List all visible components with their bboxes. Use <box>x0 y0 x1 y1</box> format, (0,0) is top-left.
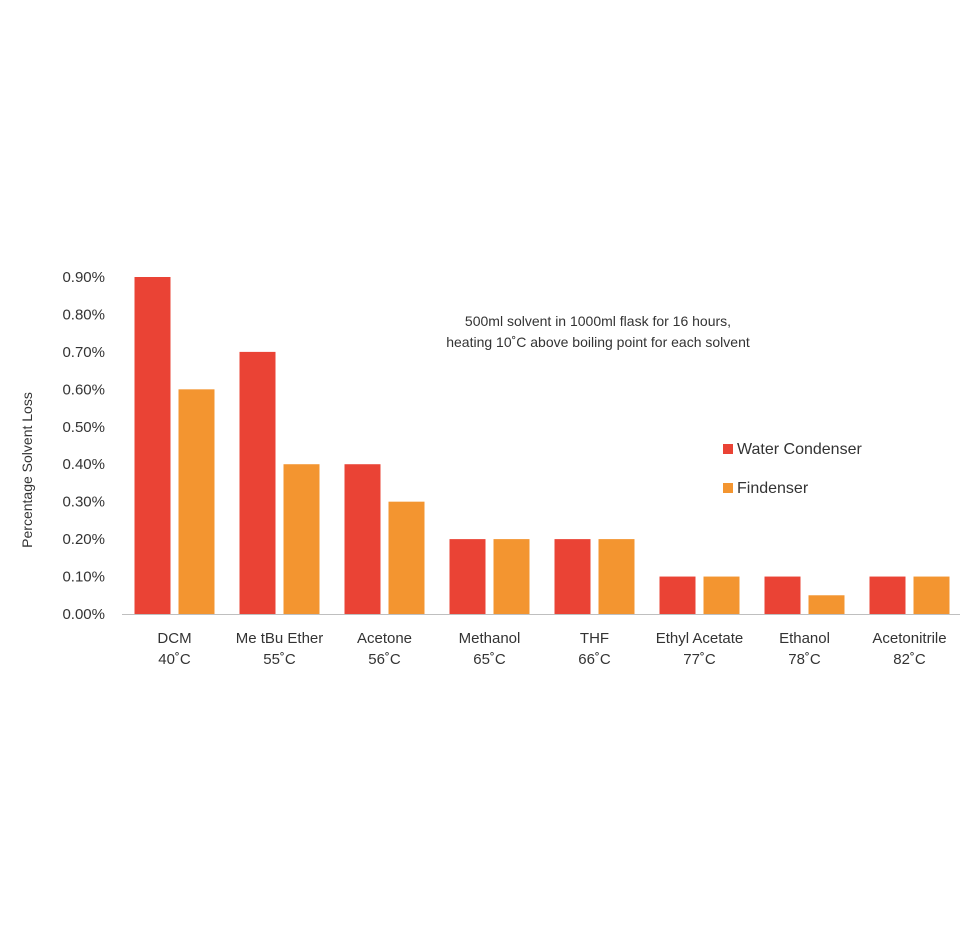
category-temperature-label: 66˚C <box>578 651 611 668</box>
bar-findenser <box>493 539 530 614</box>
y-tick-label: 0.90% <box>62 269 105 286</box>
y-tick-label: 0.70% <box>62 344 105 361</box>
category-label: THF <box>580 630 609 647</box>
category-temperature-label: 78˚C <box>788 651 821 668</box>
y-axis-label: Percentage Solvent Loss <box>19 392 35 548</box>
legend-label: Water Condenser <box>737 441 862 458</box>
y-tick-label: 0.80% <box>62 306 105 323</box>
bars <box>134 277 950 614</box>
bar-water-condenser <box>764 576 801 614</box>
category-temperature-label: 65˚C <box>473 651 506 668</box>
legend-swatch <box>723 444 733 454</box>
y-axis-ticks: 0.00% 0.10% 0.20% 0.30% 0.40% 0.50% 0.60% 0.70%… <box>62 269 105 623</box>
annotation: 500ml solvent in 1000ml flask for 16 hou… <box>446 313 750 350</box>
y-tick-label: 0.60% <box>62 381 105 398</box>
bar-findenser <box>703 576 740 614</box>
y-tick-label: 0.50% <box>62 419 105 436</box>
annotation-line-2: heating 10˚C above boiling point for eac… <box>446 334 750 350</box>
category-label: Me tBu Ether <box>236 630 324 647</box>
legend-label: Findenser <box>737 480 809 497</box>
category-temperature-label: 77˚C <box>683 651 716 668</box>
bar-water-condenser <box>239 351 276 614</box>
annotation-line-1: 500ml solvent in 1000ml flask for 16 hou… <box>465 313 731 329</box>
category-temperature-label: 82˚C <box>893 651 926 668</box>
bar-findenser <box>283 464 320 614</box>
category-temperature-label: 40˚C <box>158 651 191 668</box>
bar-water-condenser <box>554 539 591 614</box>
category-label: Ethanol <box>779 630 830 647</box>
bar-findenser <box>598 539 635 614</box>
bar-water-condenser <box>134 277 171 614</box>
category-label: DCM <box>157 630 191 647</box>
y-tick-label: 0.20% <box>62 531 105 548</box>
y-tick-label: 0.40% <box>62 456 105 473</box>
category-temperature-label: 56˚C <box>368 651 401 668</box>
bar-findenser <box>808 595 845 614</box>
category-temperature-label: 55˚C <box>263 651 296 668</box>
category-label: Acetonitrile <box>872 630 946 647</box>
bar-findenser <box>388 501 425 614</box>
legend-swatch <box>723 483 733 493</box>
category-label: Methanol <box>459 630 521 647</box>
x-axis-categories: DCM 40˚C Me tBu Ether 55˚C Acetone 56˚C Methan… <box>157 630 946 668</box>
bar-water-condenser <box>659 576 696 614</box>
bar-findenser <box>178 389 215 614</box>
bar-water-condenser <box>344 464 381 614</box>
category-label: Ethyl Acetate <box>656 630 744 647</box>
bar-water-condenser <box>449 539 486 614</box>
bar-water-condenser <box>869 576 906 614</box>
legend: Water Condenser Findenser <box>723 441 862 497</box>
bar-findenser <box>913 576 950 614</box>
category-label: Acetone <box>357 630 412 647</box>
y-tick-label: 0.00% <box>62 606 105 623</box>
y-tick-label: 0.10% <box>62 569 105 586</box>
y-tick-label: 0.30% <box>62 494 105 511</box>
